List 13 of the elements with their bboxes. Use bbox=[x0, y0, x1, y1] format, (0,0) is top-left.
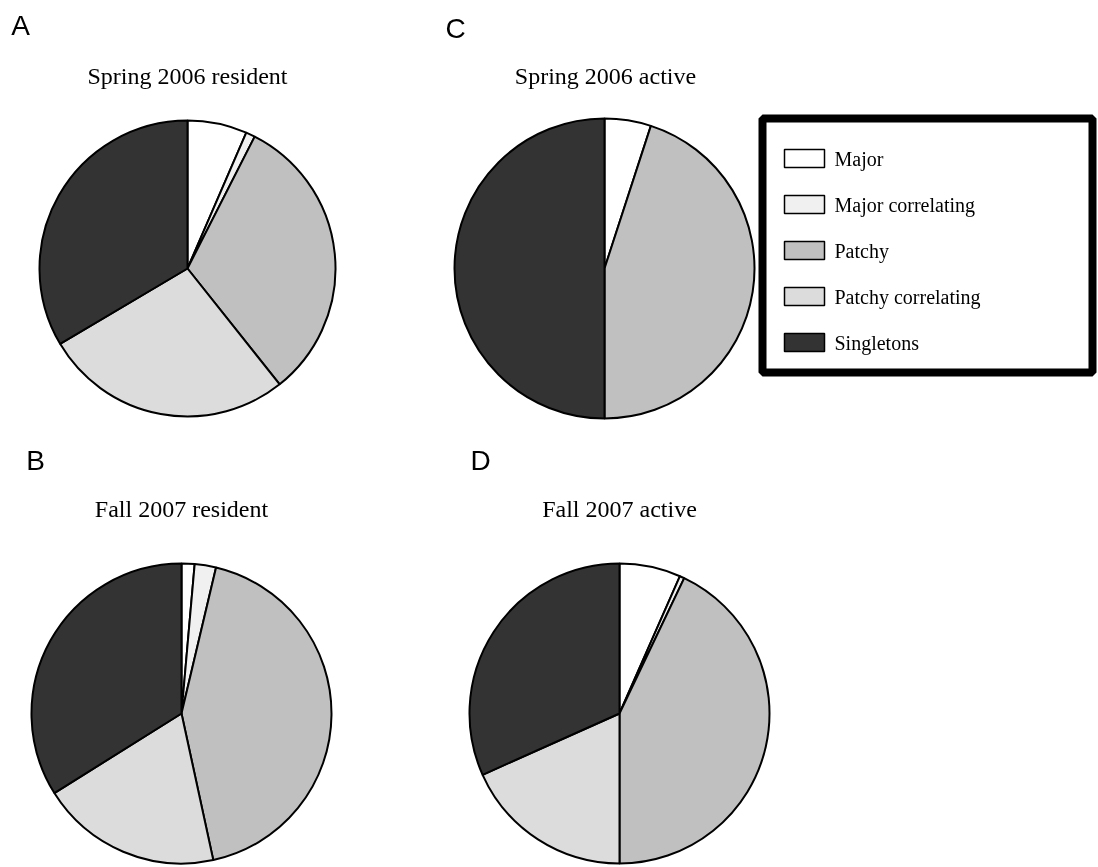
text: A bbox=[11, 10, 31, 41]
legend-label: Patchy correlating bbox=[834, 285, 981, 309]
legend-label: Major bbox=[834, 147, 884, 171]
chart-title: Spring 2006 resident bbox=[87, 62, 288, 89]
text: C bbox=[445, 13, 466, 44]
legend-label: Major correlating bbox=[834, 193, 975, 217]
text: B bbox=[26, 445, 45, 476]
chart-title: Fall 2007 active bbox=[542, 495, 697, 522]
chart-title: Spring 2006 active bbox=[514, 62, 697, 89]
legend-label: Patchy bbox=[834, 239, 889, 263]
legend-label: Singletons bbox=[834, 331, 920, 355]
text: D bbox=[470, 445, 491, 476]
chart-title: Fall 2007 resident bbox=[94, 495, 269, 522]
